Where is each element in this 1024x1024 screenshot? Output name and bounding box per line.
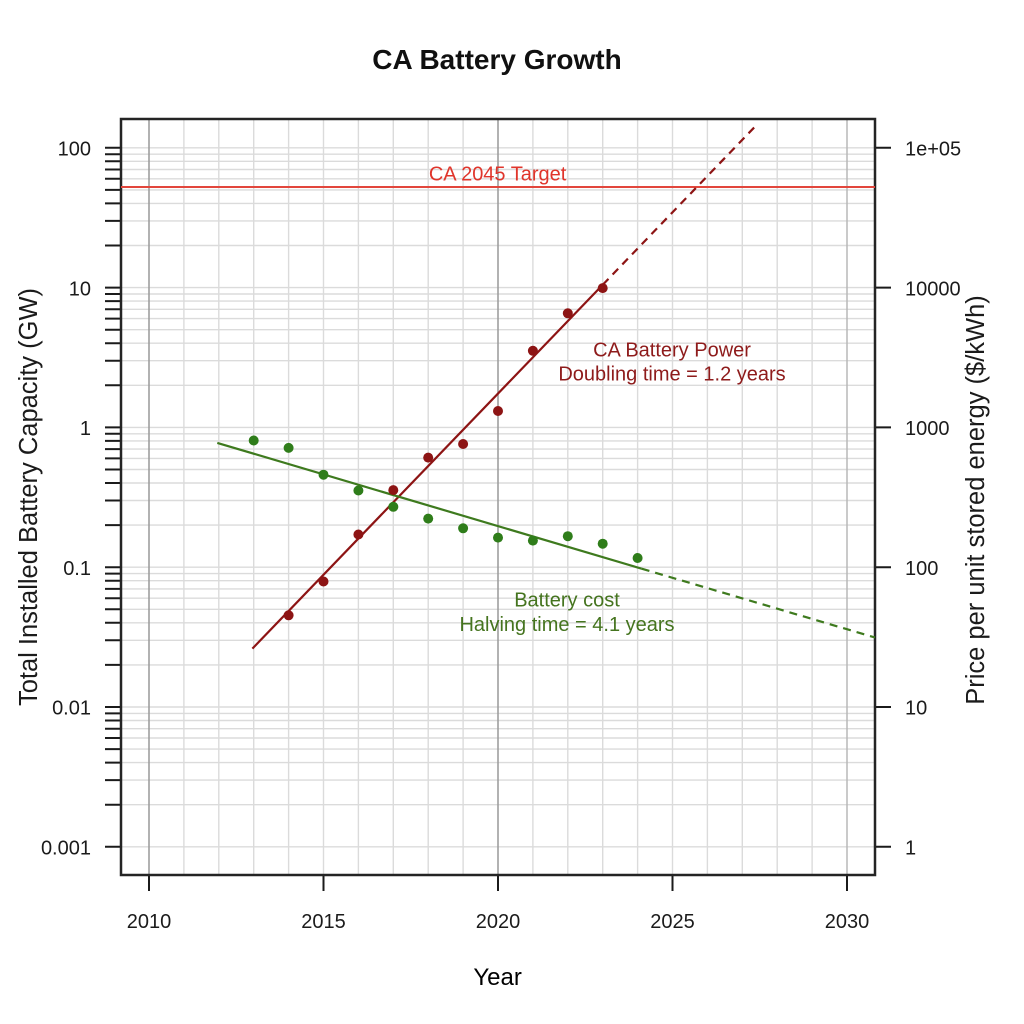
svg-text:100: 100 — [905, 558, 938, 580]
svg-text:1000: 1000 — [905, 418, 950, 440]
svg-text:2010: 2010 — [127, 911, 172, 933]
svg-text:0.1: 0.1 — [63, 558, 91, 580]
svg-text:2030: 2030 — [825, 911, 870, 933]
svg-text:Doubling time = 1.2 years: Doubling time = 1.2 years — [558, 364, 785, 386]
svg-text:10: 10 — [69, 278, 91, 300]
svg-text:Halving time = 4.1 years: Halving time = 4.1 years — [459, 614, 674, 636]
svg-text:CA Battery Power: CA Battery Power — [593, 340, 751, 362]
svg-text:2025: 2025 — [650, 911, 695, 933]
svg-text:2015: 2015 — [301, 911, 346, 933]
svg-text:Year: Year — [473, 964, 522, 991]
svg-text:1e+05: 1e+05 — [905, 139, 961, 161]
svg-text:10: 10 — [905, 698, 927, 720]
svg-text:CA Battery Growth: CA Battery Growth — [372, 44, 621, 75]
svg-text:Total Installed Battery Capaci: Total Installed Battery Capacity (GW) — [15, 288, 43, 706]
svg-text:0.001: 0.001 — [41, 838, 91, 860]
svg-text:2020: 2020 — [476, 911, 521, 933]
svg-text:1: 1 — [80, 418, 91, 440]
svg-text:10000: 10000 — [905, 278, 961, 300]
svg-text:1: 1 — [905, 838, 916, 860]
svg-text:100: 100 — [58, 139, 91, 161]
svg-text:Battery cost: Battery cost — [514, 590, 620, 612]
svg-text:CA 2045 Target: CA 2045 Target — [429, 164, 567, 186]
svg-text:0.01: 0.01 — [52, 698, 91, 720]
svg-text:Price per unit stored energy (: Price per unit stored energy ($/kWh) — [962, 295, 990, 705]
